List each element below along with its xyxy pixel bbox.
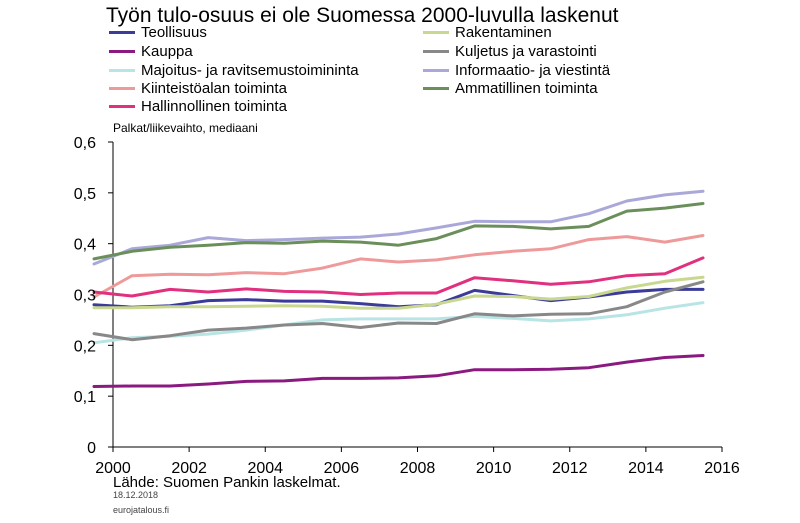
chart-legend: Teollisuus Kauppa Majoitus- ja ravitsemu… [0, 0, 800, 120]
x-tick-label: 2006 [324, 460, 360, 477]
x-tick-label: 2008 [400, 460, 436, 477]
series-line [92, 354, 705, 388]
legend-swatch [423, 86, 449, 90]
series-line [92, 256, 705, 298]
x-tick-label: 2012 [552, 460, 588, 477]
legend-swatch [423, 30, 449, 34]
legend-label: Hallinnollinen toiminta [141, 97, 287, 115]
legend-swatch [109, 104, 135, 108]
x-tick-label: 2000 [95, 460, 131, 477]
legend-swatch [109, 86, 135, 90]
x-tick-label: 2010 [476, 460, 512, 477]
legend-item-rakentaminen: Rakentaminen [423, 23, 552, 41]
legend-label: Ammatillinen toiminta [455, 79, 598, 97]
y-tick-label: 0,6 [74, 135, 96, 152]
site-note: eurojatalous.fi [113, 505, 170, 515]
legend-label: Teollisuus [141, 23, 207, 41]
legend-label: Kauppa [141, 42, 193, 60]
x-tick-label: 2014 [628, 460, 664, 477]
legend-label: Rakentaminen [455, 23, 552, 41]
legend-swatch [109, 68, 135, 72]
y-tick-label: 0 [87, 440, 96, 457]
series-line [92, 280, 705, 342]
x-tick-labels: 2000 2002 2004 2006 2008 2010 2012 2014 2016 [95, 460, 740, 477]
legend-item-teollisuus: Teollisuus [109, 23, 207, 41]
legend-swatch [109, 49, 135, 53]
legend-label: Majoitus- ja ravitsemustoimininta [141, 61, 359, 79]
legend-swatch [109, 30, 135, 34]
chart-series-lines [92, 189, 705, 388]
series-line [92, 202, 705, 261]
legend-item-kiinteisto: Kiinteistöalan toiminta [109, 79, 287, 97]
source-note: Lähde: Suomen Pankin laskelmat. [113, 474, 341, 491]
legend-item-kuljetus: Kuljetus ja varastointi [423, 42, 597, 60]
x-tick-label: 2016 [704, 460, 740, 477]
y-tick-label: 0,1 [74, 389, 96, 406]
legend-label: Informaatio- ja viestintä [455, 61, 611, 79]
legend-item-informaatio: Informaatio- ja viestintä [423, 61, 610, 79]
legend-swatch [423, 68, 449, 72]
series-line [92, 234, 705, 299]
chart-axes [108, 141, 723, 452]
legend-item-hallinnollinen: Hallinnollinen toiminta [109, 97, 287, 115]
series-line [92, 189, 705, 266]
legend-label: Kuljetus ja varastointi [455, 42, 597, 60]
legend-swatch [423, 49, 449, 53]
y-tick-label: 0,3 [74, 288, 96, 305]
series-line [92, 275, 705, 310]
chart-title: Työn tulo-osuus ei ole Suomessa 2000-luv… [106, 4, 619, 27]
legend-item-ammatillinen: Ammatillinen toiminta [423, 79, 598, 97]
y-tick-labels: 0 0,1 0,2 0,3 0,4 0,5 0,6 [74, 135, 96, 457]
x-tick-label: 2004 [247, 460, 283, 477]
y-tick-label: 0,5 [74, 186, 96, 203]
x-tick-label: 2002 [171, 460, 207, 477]
y-tick-label: 0,2 [74, 338, 96, 355]
legend-item-kauppa: Kauppa [109, 42, 193, 60]
y-tick-label: 0,4 [74, 237, 96, 254]
series-line [92, 301, 705, 345]
date-note: 18.12.2018 [113, 490, 159, 500]
legend-label: Kiinteistöalan toiminta [141, 79, 287, 97]
y-axis-label: Palkat/liikevaihto, mediaani [113, 121, 258, 135]
legend-item-majoitus: Majoitus- ja ravitsemustoimininta [109, 61, 359, 79]
